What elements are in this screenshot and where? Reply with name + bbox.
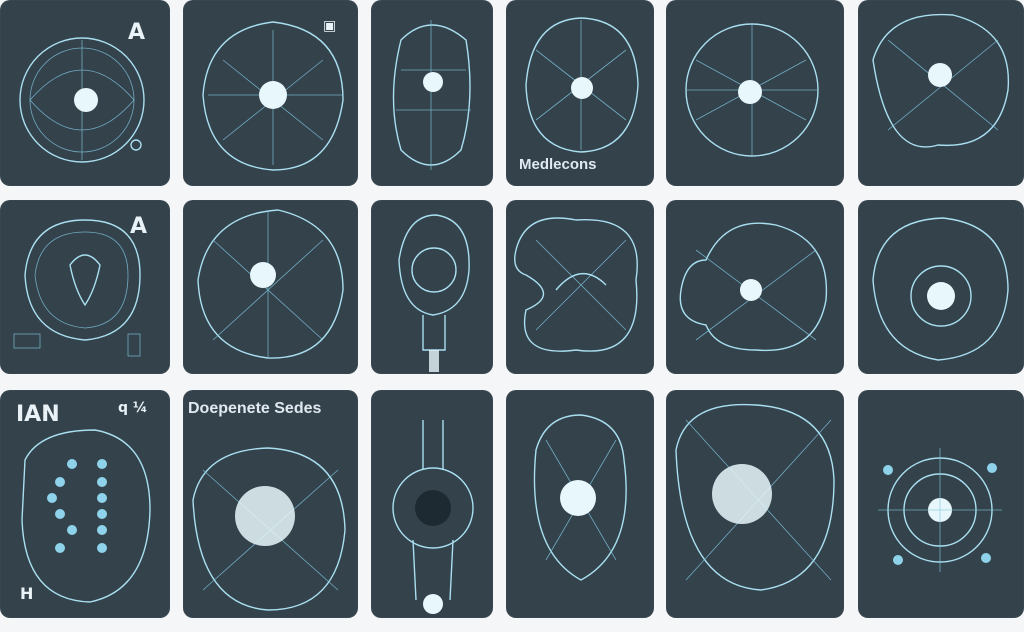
cell-dots-panel-icon: [21, 429, 151, 603]
cell-tile-r3c6: [858, 390, 1024, 618]
cell-diagram-blob-icon: [872, 13, 1010, 148]
ian-label: IAN: [16, 402, 60, 427]
cell-diagram-organic2-icon: [197, 209, 344, 359]
cell-tile-r3c1: IAN q ¼ H: [0, 390, 170, 618]
cell-tile-r2c3: [371, 200, 493, 374]
cell-diagram-wide-icon: [675, 403, 835, 591]
cell-diagram-lobed-icon: [679, 222, 828, 352]
cell-tile-r3c2: Doepenete Sedes: [183, 390, 358, 618]
cell-tile-r2c5: [666, 200, 844, 374]
cell-diagram-organic-icon: [202, 21, 344, 171]
cell-tile-r1c6: [858, 0, 1024, 186]
tube-lens-icon: [392, 420, 474, 614]
h-badge: H: [20, 584, 34, 603]
cell-diagram-elongated-icon: [392, 20, 471, 170]
cell-diagram-oval-icon: [525, 17, 639, 153]
tile-caption-medecons: Medlecons: [519, 156, 597, 173]
cell-diagram-round2-icon: [685, 23, 819, 157]
tile-caption-deopenete: Doepenete Sedes: [188, 400, 322, 417]
letter-mark: A: [130, 214, 148, 239]
cell-diagram-target-icon: [878, 448, 1002, 572]
cell-diagram-bean-icon: [514, 217, 638, 352]
cell-diagram-vessel-icon: [533, 414, 627, 581]
cell-schematic-icon: [13, 219, 141, 357]
cell-tile-r3c4: [506, 390, 654, 618]
cell-tile-r1c1: A: [0, 0, 170, 186]
cell-tile-r2c1: A: [0, 200, 170, 374]
cell-tile-r2c6: [858, 200, 1024, 374]
cell-tile-r2c4: [506, 200, 654, 374]
cell-tile-r2c2: [183, 200, 358, 374]
cell-tile-r3c3: [371, 390, 493, 618]
cell-tile-r1c5: [666, 0, 844, 186]
cell-tile-r1c3: [371, 0, 493, 186]
cell-diagram-large-icon: [192, 447, 346, 611]
small-icon: ▣: [323, 18, 337, 34]
cell-tile-r1c2: ▣: [183, 0, 358, 186]
cell-diagram-ring-icon: [872, 217, 1009, 361]
cell-tile-r3c5: [666, 390, 844, 618]
cell-tile-r1c4: Medlecons: [506, 0, 654, 186]
letter-mark: A: [128, 20, 146, 45]
cell-diagram-round-icon: [19, 37, 145, 163]
microscope-cell-icon: [398, 214, 470, 372]
small-fraction-label: q ¼: [118, 400, 148, 416]
